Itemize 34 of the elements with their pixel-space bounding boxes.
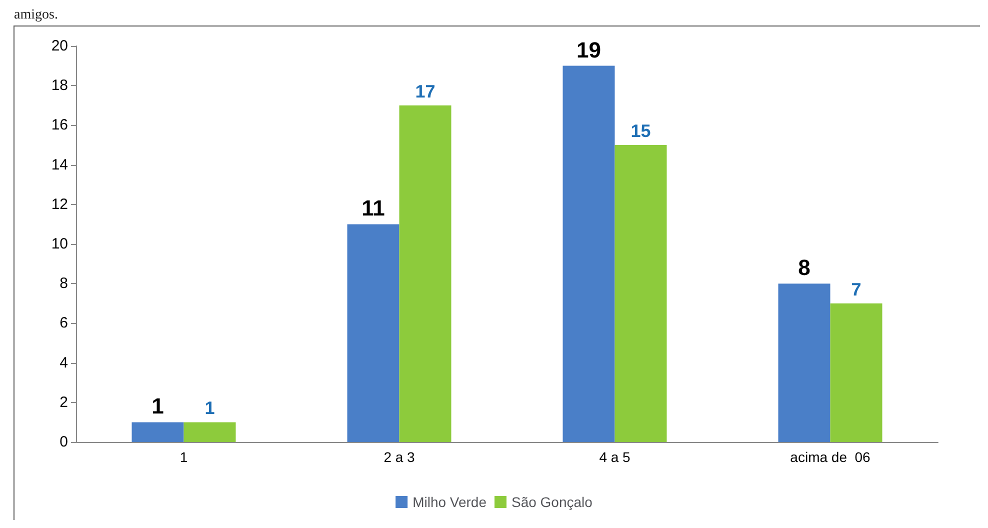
y-tick-label: 2 (60, 394, 68, 411)
legend-label: Milho Verde (412, 494, 487, 510)
y-tick-label: 16 (51, 116, 68, 134)
y-tick-label: 0 (60, 434, 68, 450)
y-tick-label: 20 (51, 38, 68, 54)
data-label: 7 (851, 279, 862, 300)
x-tick-label: 2 a 3 (384, 449, 416, 465)
data-label: 1 (152, 394, 164, 419)
bar (778, 284, 830, 442)
bar (562, 66, 615, 442)
y-tick-label: 8 (60, 275, 68, 292)
data-label: 8 (798, 255, 810, 280)
y-tick-label: 4 (60, 354, 68, 372)
data-label: 1 (204, 398, 215, 418)
legend-label: São Gonçalo (511, 494, 593, 510)
bar (347, 224, 400, 442)
x-tick-label: 4 a 5 (599, 449, 631, 465)
bar (132, 422, 184, 442)
y-tick-label: 10 (51, 236, 68, 252)
y-tick-label: 18 (51, 77, 68, 94)
x-tick-label: acima de 06 (790, 449, 871, 465)
x-tick-label: 1 (180, 449, 188, 465)
y-tick-label: 12 (51, 196, 68, 213)
bar (399, 105, 452, 442)
text: amigos. (14, 8, 58, 22)
data-label: 11 (362, 196, 385, 221)
y-tick-label: 6 (60, 314, 68, 332)
data-label: 17 (415, 81, 436, 102)
data-label: 15 (630, 121, 651, 141)
data-label: 19 (576, 37, 601, 62)
bar (184, 422, 236, 442)
bar (614, 145, 667, 442)
y-tick-label: 14 (51, 156, 68, 174)
bar (830, 303, 882, 442)
